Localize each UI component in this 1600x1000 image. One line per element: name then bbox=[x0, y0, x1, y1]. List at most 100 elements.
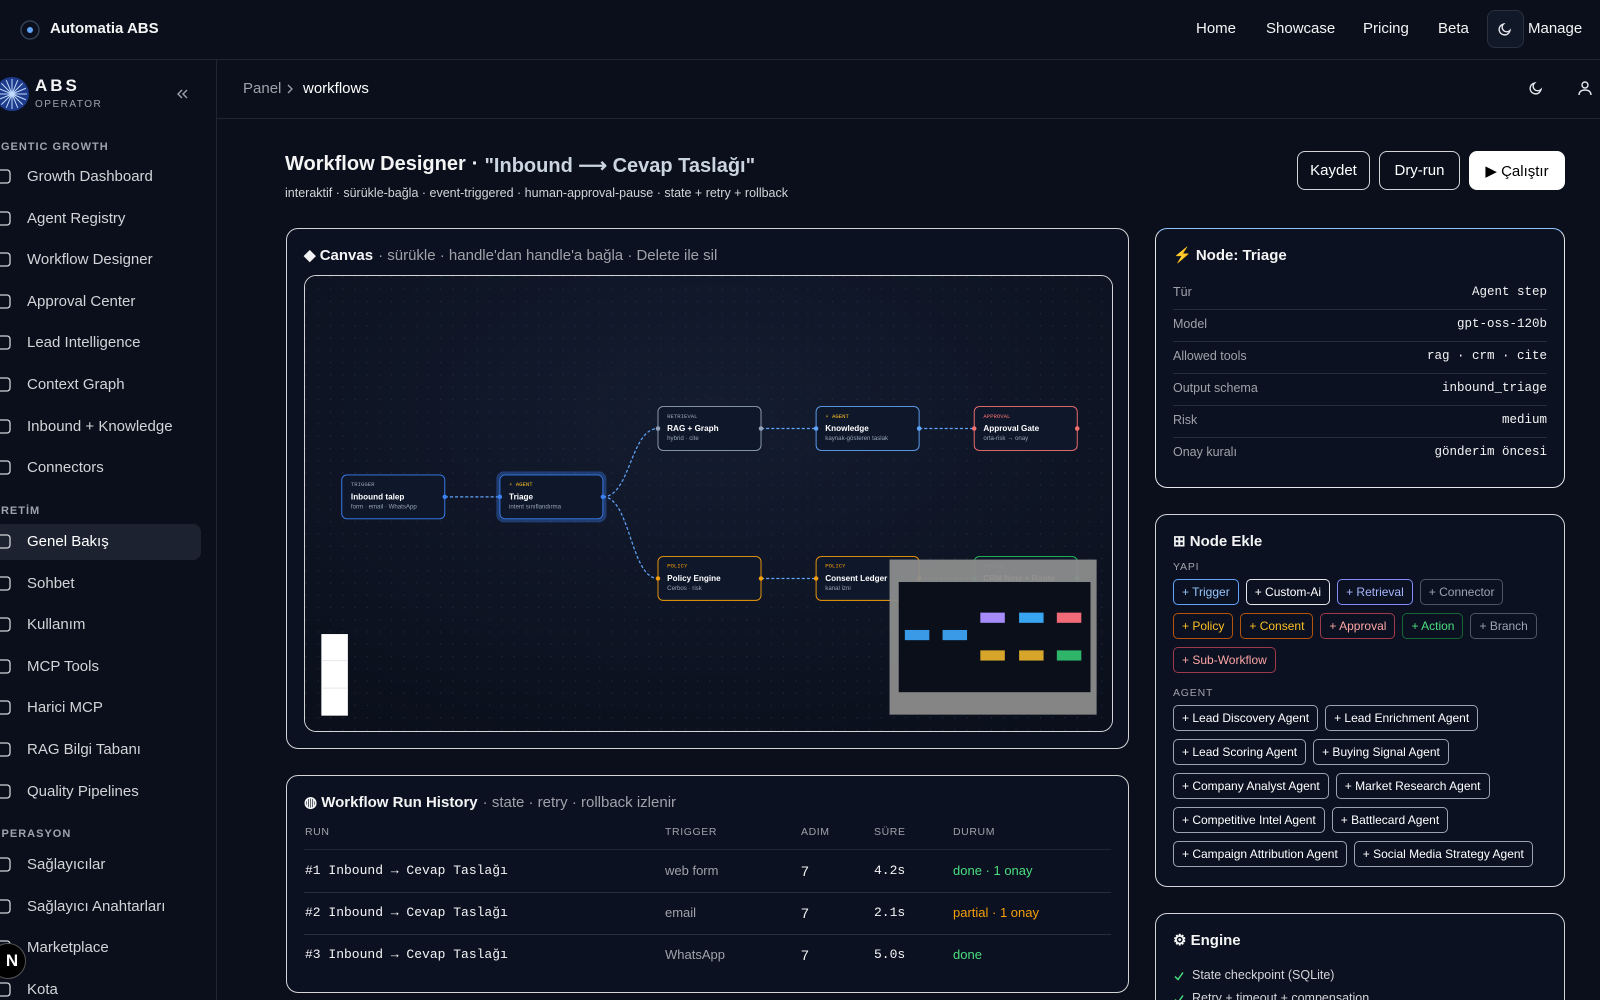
node-subtitle: orta-risk → onay bbox=[983, 435, 1029, 442]
workflow-node[interactable]: ⚡ AGENT Knowledge kaynak-gösteren taslak bbox=[813, 406, 922, 451]
sidebar-link[interactable]: Connectors bbox=[27, 459, 104, 477]
moon bbox=[1498, 22, 1512, 36]
breadcrumb-item[interactable]: Panel bbox=[243, 80, 282, 97]
engine-item: Retry + timeout + compensation bbox=[1192, 991, 1370, 1000]
workflow-node[interactable]: ⚡ AGENT Triage intent sınıflandırma bbox=[496, 471, 607, 523]
node-chip[interactable]: + Trigger bbox=[1173, 579, 1239, 605]
nav-link[interactable]: Showcase bbox=[1266, 20, 1336, 37]
theme-button[interactable] bbox=[1487, 10, 1524, 48]
sidebar-link[interactable]: Kota bbox=[27, 980, 58, 998]
minimap-node bbox=[1056, 650, 1082, 661]
run-history: ◍ Workflow Run History · state · retry · … bbox=[286, 775, 1129, 993]
sidebar-link[interactable]: Lead Intelligence bbox=[27, 334, 141, 352]
column-header: RUN bbox=[305, 826, 330, 838]
sidebar-link[interactable]: Workflow Designer bbox=[27, 251, 153, 269]
manage-link[interactable]: Manage bbox=[1528, 20, 1583, 37]
node-chip[interactable]: + Competitive Intel Agent bbox=[1173, 807, 1325, 833]
sidebar-link[interactable]: Inbound + Knowledge bbox=[27, 417, 173, 435]
title-text: ◍ Workflow Run History bbox=[304, 794, 478, 811]
column-header: ADIM bbox=[801, 826, 830, 838]
sidebar-logo bbox=[0, 77, 29, 111]
node-chip[interactable]: + Battlecard Agent bbox=[1331, 807, 1449, 833]
sidebar-link[interactable]: Sohbet bbox=[27, 574, 75, 592]
sidebar-icon bbox=[0, 898, 11, 914]
icon-shape bbox=[0, 982, 11, 997]
sidebar-icon bbox=[0, 659, 11, 674]
sidebar-link[interactable]: Context Graph bbox=[27, 376, 125, 393]
workflow-node[interactable]: TRIGGER Inbound talep form · email · Whats… bbox=[341, 474, 448, 520]
row-divider bbox=[1173, 437, 1547, 438]
icon-shape bbox=[0, 575, 11, 591]
collapse-icon bbox=[177, 89, 188, 99]
check bbox=[1174, 972, 1184, 981]
sidebar-link[interactable]: Agent Registry bbox=[27, 209, 126, 227]
header-button[interactable]: Kaydet bbox=[1297, 151, 1370, 190]
node-panel: ⚡ Node: Triage Tür Agent step Model gpt-oss-… bbox=[1155, 228, 1565, 488]
sidebar-icon bbox=[0, 252, 11, 267]
header-button[interactable]: ▶ Çalıştır bbox=[1469, 151, 1565, 190]
node-subtitle: form · email · WhatsApp bbox=[351, 504, 417, 511]
table-cell: done · 1 onay bbox=[953, 863, 1033, 878]
node-chip[interactable]: + Lead Scoring Agent bbox=[1173, 739, 1307, 765]
node-chip[interactable]: + Sub-Workflow bbox=[1173, 647, 1276, 673]
node-title: Policy Engine bbox=[667, 574, 721, 583]
title-text: ◆ Canvas bbox=[304, 247, 374, 264]
sidebar-link[interactable]: MCP Tools bbox=[27, 657, 99, 675]
node-chip[interactable]: + Lead Enrichment Agent bbox=[1325, 705, 1479, 731]
logo-ray bbox=[11, 83, 23, 95]
row-divider bbox=[1173, 341, 1547, 342]
sidebar-link[interactable]: Marketplace bbox=[27, 939, 109, 957]
node-chip[interactable]: + Policy bbox=[1173, 613, 1234, 639]
row-label: Model bbox=[1173, 317, 1208, 331]
header-button[interactable]: Dry-run bbox=[1379, 151, 1460, 190]
sidebar-link[interactable]: Approval Center bbox=[27, 292, 136, 310]
node-chip[interactable]: + Action bbox=[1402, 613, 1464, 639]
node-chip[interactable]: + Lead Discovery Agent bbox=[1173, 705, 1319, 731]
sidebar-icon bbox=[0, 294, 11, 309]
sidebar-link[interactable]: Growth Dashboard bbox=[27, 168, 153, 185]
sidebar-icon bbox=[0, 460, 11, 475]
row-value: rag · crm · cite bbox=[1426, 349, 1547, 363]
icon-shape bbox=[0, 335, 11, 351]
node-subtitle: kanal izni bbox=[825, 585, 850, 592]
nav-link[interactable]: Pricing bbox=[1363, 20, 1409, 37]
node-chip[interactable]: + Company Analyst Agent bbox=[1173, 773, 1329, 799]
handle bbox=[1074, 426, 1080, 431]
sidebar-link[interactable]: Harici MCP bbox=[27, 699, 103, 717]
chevron bbox=[287, 84, 293, 94]
node-chip[interactable]: + Consent bbox=[1240, 613, 1314, 639]
logo-subtitle: OPERATOR bbox=[35, 99, 103, 110]
sidebar-section-title: AGENTIC GROWTH bbox=[0, 141, 109, 153]
node-chip[interactable]: + Custom-Ai bbox=[1245, 579, 1331, 605]
workflow-node[interactable]: RETRIEVAL RAG + Graph hybrid · cite bbox=[655, 406, 764, 451]
workflow-node[interactable]: POLICY Policy Engine Cerbos · risk bbox=[655, 556, 764, 601]
nav-link[interactable]: Beta bbox=[1438, 20, 1469, 37]
minimap-node bbox=[904, 629, 930, 641]
node-kind: ⚡ AGENT bbox=[509, 481, 533, 488]
chip-list: + Trigger + Custom-Ai + Retrieval + Connect… bbox=[1173, 579, 1549, 673]
sidebar-link[interactable]: Kullanım bbox=[27, 616, 86, 634]
workflow-node[interactable]: APPROVAL Approval Gate orta-risk → onay bbox=[971, 406, 1080, 451]
sidebar-link[interactable]: Quality Pipelines bbox=[27, 782, 139, 800]
nav-link[interactable]: Home bbox=[1196, 20, 1237, 37]
node-chip[interactable]: + Market Research Agent bbox=[1335, 773, 1490, 799]
node-chip[interactable]: + Social Media Strategy Agent bbox=[1353, 841, 1533, 867]
sidebar-link[interactable]: RAG Bilgi Tabanı bbox=[27, 741, 141, 758]
sidebar-link[interactable]: Sağlayıcılar bbox=[27, 856, 106, 873]
sidebar-icon bbox=[0, 210, 11, 226]
node-chip[interactable]: + Branch bbox=[1470, 613, 1537, 639]
icon-shape bbox=[0, 898, 11, 914]
sidebar-icon bbox=[0, 418, 11, 434]
title-desc: · sürükle · handle'dan handle'a bağla · … bbox=[378, 247, 718, 264]
logo-ray bbox=[0, 88, 13, 95]
icon-shape bbox=[0, 700, 11, 716]
node-chip[interactable]: + Retrieval bbox=[1337, 579, 1413, 605]
node-chip[interactable]: + Buying Signal Agent bbox=[1313, 739, 1449, 765]
sidebar-link[interactable]: Genel Bakış bbox=[27, 533, 109, 550]
table-cell: 7 bbox=[801, 947, 809, 963]
dev-badge[interactable]: N bbox=[0, 943, 26, 979]
node-chip[interactable]: + Connector bbox=[1419, 579, 1504, 605]
node-chip[interactable]: + Approval bbox=[1320, 613, 1396, 639]
node-chip[interactable]: + Campaign Attribution Agent bbox=[1173, 841, 1347, 867]
sidebar-link[interactable]: Sağlayıcı Anahtarları bbox=[27, 897, 166, 915]
